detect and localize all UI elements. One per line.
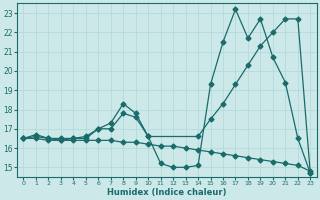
X-axis label: Humidex (Indice chaleur): Humidex (Indice chaleur) (107, 188, 227, 197)
